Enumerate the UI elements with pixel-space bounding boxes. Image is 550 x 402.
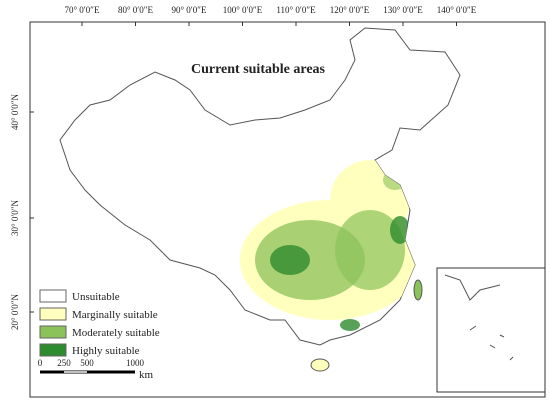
scale-unit: km <box>139 369 154 381</box>
latitude-label: 40° 0′0″N <box>10 93 20 130</box>
scale-label: 500 <box>80 358 94 368</box>
longitude-label: 140° 0′0″E <box>437 5 477 15</box>
scale-label: 1000 <box>126 358 145 368</box>
longitude-label: 130° 0′0″E <box>383 5 423 15</box>
longitude-label: 120° 0′0″E <box>330 5 370 15</box>
legend-label: Marginally suitable <box>72 309 158 321</box>
legend-label: Highly suitable <box>72 345 140 357</box>
map-title: Current suitable areas <box>191 62 326 77</box>
longitude-label: 90° 0′0″E <box>171 5 207 15</box>
high-area <box>390 216 410 244</box>
legend-swatch <box>39 325 67 339</box>
longitude-label: 80° 0′0″E <box>118 5 154 15</box>
longitude-label: 70° 0′0″E <box>64 5 100 15</box>
island <box>310 358 330 372</box>
inset-outline <box>444 274 514 361</box>
moderate-area <box>335 210 405 290</box>
legend-swatch <box>39 289 67 303</box>
high-area <box>340 319 360 331</box>
legend-label: Moderately suitable <box>72 327 160 339</box>
scale-label: 250 <box>57 358 71 368</box>
latitude-label: 20° 0′0″N <box>10 293 20 330</box>
island <box>413 279 423 301</box>
scale-label: 0 <box>38 358 43 368</box>
latitude-label: 30° 0′0″N <box>10 199 20 236</box>
longitude-label: 110° 0′0″E <box>276 5 316 15</box>
longitude-label: 100° 0′0″E <box>223 5 263 15</box>
legend-swatch <box>39 307 67 321</box>
high-area <box>270 245 310 275</box>
suitability-layer <box>240 160 420 331</box>
inset-map <box>436 267 546 393</box>
legend-label: Unsuitable <box>72 291 120 303</box>
legend-swatch <box>39 343 67 357</box>
